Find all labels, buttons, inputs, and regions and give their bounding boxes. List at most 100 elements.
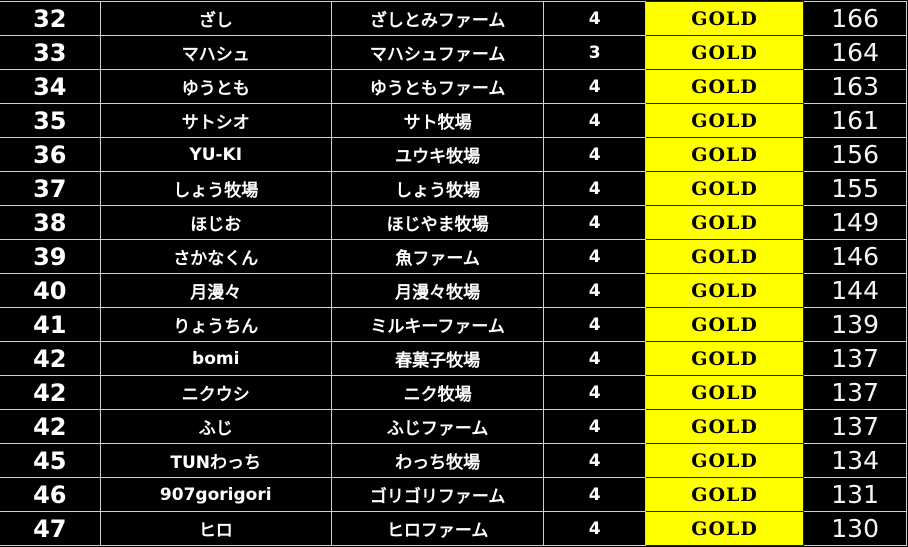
rank-cell: 36 <box>0 137 101 172</box>
score-cell: 139 <box>803 307 907 342</box>
grade-badge: GOLD <box>644 35 805 70</box>
count-cell: 4 <box>543 511 646 546</box>
farm-cell: マハシュファーム <box>330 35 545 70</box>
grade-badge: GOLD <box>644 1 805 36</box>
score-cell: 134 <box>803 443 907 478</box>
score-cell: 137 <box>803 409 907 444</box>
rank-cell: 39 <box>0 239 101 274</box>
table-row: 41 りょうちん ミルキーファーム 4 GOLD 139 <box>0 307 907 342</box>
table-row: 45 TUNわっち わっち牧場 4 GOLD 134 <box>0 443 907 478</box>
table-row: 33 マハシュ マハシュファーム 3 GOLD 164 <box>0 35 907 70</box>
table-row: 38 ほじお ほじやま牧場 4 GOLD 149 <box>0 205 907 240</box>
grade-badge: GOLD <box>644 171 805 206</box>
rank-cell: 35 <box>0 103 101 138</box>
grade-badge: GOLD <box>644 375 805 410</box>
grade-badge: GOLD <box>644 273 805 308</box>
score-cell: 131 <box>803 477 907 512</box>
count-cell: 4 <box>543 137 646 172</box>
table-row: 42 ふじ ふじファーム 4 GOLD 137 <box>0 409 907 444</box>
count-cell: 4 <box>543 273 646 308</box>
name-cell: 月漫々 <box>99 273 332 308</box>
grade-badge: GOLD <box>644 307 805 342</box>
farm-cell: ゆうともファーム <box>330 69 545 104</box>
name-cell: TUNわっち <box>99 443 332 478</box>
rank-cell: 41 <box>0 307 101 342</box>
table-row: 39 さかなくん 魚ファーム 4 GOLD 146 <box>0 239 907 274</box>
farm-cell: ヒロファーム <box>330 511 545 546</box>
name-cell: ゆうとも <box>99 69 332 104</box>
score-cell: 137 <box>803 375 907 410</box>
rank-cell: 37 <box>0 171 101 206</box>
farm-cell: しょう牧場 <box>330 171 545 206</box>
farm-cell: ユウキ牧場 <box>330 137 545 172</box>
farm-cell: ミルキーファーム <box>330 307 545 342</box>
rank-cell: 33 <box>0 35 101 70</box>
count-cell: 4 <box>543 239 646 274</box>
farm-cell: わっち牧場 <box>330 443 545 478</box>
farm-cell: ざしとみファーム <box>330 1 545 36</box>
name-cell: ざし <box>99 1 332 36</box>
farm-cell: 月漫々牧場 <box>330 273 545 308</box>
name-cell: ヒロ <box>99 511 332 546</box>
farm-cell: ゴリゴリファーム <box>330 477 545 512</box>
count-cell: 4 <box>543 477 646 512</box>
rank-cell: 34 <box>0 69 101 104</box>
table-row: 47 ヒロ ヒロファーム 4 GOLD 130 <box>0 511 907 546</box>
farm-cell: ニク牧場 <box>330 375 545 410</box>
table-row: 42 ニクウシ ニク牧場 4 GOLD 137 <box>0 375 907 410</box>
count-cell: 4 <box>543 69 646 104</box>
grade-badge: GOLD <box>644 341 805 376</box>
grade-badge: GOLD <box>644 137 805 172</box>
score-cell: 149 <box>803 205 907 240</box>
grade-badge: GOLD <box>644 103 805 138</box>
table-row: 36 YU-KI ユウキ牧場 4 GOLD 156 <box>0 137 907 172</box>
name-cell: マハシュ <box>99 35 332 70</box>
name-cell: ニクウシ <box>99 375 332 410</box>
rank-cell: 42 <box>0 341 101 376</box>
rank-cell: 47 <box>0 511 101 546</box>
name-cell: さかなくん <box>99 239 332 274</box>
score-cell: 144 <box>803 273 907 308</box>
count-cell: 4 <box>543 1 646 36</box>
score-cell: 161 <box>803 103 907 138</box>
table-row: 46 907gorigori ゴリゴリファーム 4 GOLD 131 <box>0 477 907 512</box>
farm-cell: ふじファーム <box>330 409 545 444</box>
grade-badge: GOLD <box>644 477 805 512</box>
farm-cell: 春菓子牧場 <box>330 341 545 376</box>
rank-cell: 42 <box>0 375 101 410</box>
score-cell: 163 <box>803 69 907 104</box>
name-cell: YU-KI <box>99 137 332 172</box>
rank-cell: 42 <box>0 409 101 444</box>
name-cell: りょうちん <box>99 307 332 342</box>
score-cell: 156 <box>803 137 907 172</box>
table-row: 32 ざし ざしとみファーム 4 GOLD 166 <box>0 1 907 36</box>
grade-badge: GOLD <box>644 511 805 546</box>
grade-badge: GOLD <box>644 443 805 478</box>
grade-badge: GOLD <box>644 239 805 274</box>
score-cell: 164 <box>803 35 907 70</box>
count-cell: 4 <box>543 205 646 240</box>
name-cell: ほじお <box>99 205 332 240</box>
count-cell: 3 <box>543 35 646 70</box>
rank-cell: 38 <box>0 205 101 240</box>
farm-cell: サト牧場 <box>330 103 545 138</box>
count-cell: 4 <box>543 103 646 138</box>
grade-badge: GOLD <box>644 69 805 104</box>
grade-badge: GOLD <box>644 409 805 444</box>
rank-cell: 32 <box>0 1 101 36</box>
name-cell: ふじ <box>99 409 332 444</box>
rank-cell: 45 <box>0 443 101 478</box>
score-cell: 166 <box>803 1 907 36</box>
count-cell: 4 <box>543 375 646 410</box>
name-cell: 907gorigori <box>99 477 332 512</box>
name-cell: bomi <box>99 341 332 376</box>
rank-cell: 40 <box>0 273 101 308</box>
count-cell: 4 <box>543 341 646 376</box>
score-cell: 137 <box>803 341 907 376</box>
score-cell: 130 <box>803 511 907 546</box>
score-cell: 146 <box>803 239 907 274</box>
count-cell: 4 <box>543 171 646 206</box>
count-cell: 4 <box>543 307 646 342</box>
